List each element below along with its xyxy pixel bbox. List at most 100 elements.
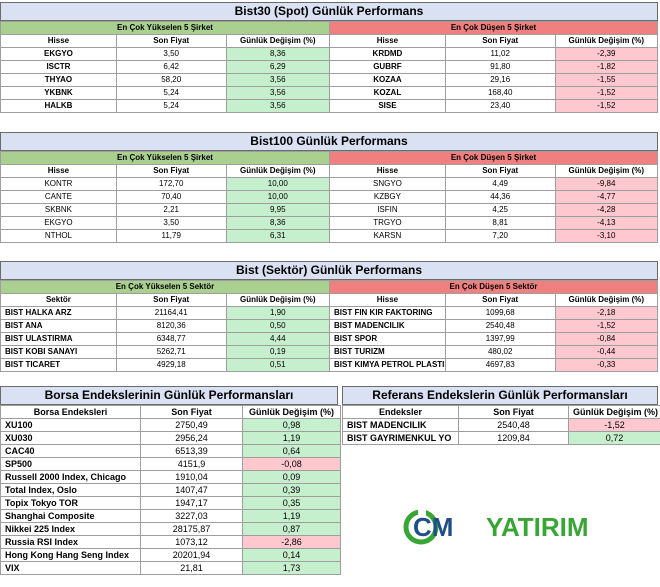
stock-name: BIST MADENCILIK: [329, 319, 446, 333]
table-row: BIST GAYRIMENKUL YO 1209,84 0,72: [342, 431, 660, 445]
index-change: 1,19: [242, 509, 341, 523]
stock-change: 8,36: [225, 216, 331, 230]
table-row: Hong Kong Hang Seng Index 20201,94 0,14: [0, 548, 341, 562]
stock-change: -9,84: [554, 177, 659, 191]
index-change: -1,52: [568, 418, 660, 432]
index-price: 2750,49: [140, 418, 243, 432]
table-row: ISCTR 6,42 6,29 GUBRF 91,80 -1,82: [0, 60, 659, 74]
column-header: Son Fiyat: [115, 34, 227, 48]
index-change: 0,64: [242, 444, 341, 458]
stock-price: 8120,36: [115, 319, 227, 333]
stock-name: BIST TURIZM: [329, 345, 446, 359]
table-row: XU030 2956,24 1,19: [0, 431, 341, 445]
index-name: XU030: [0, 431, 141, 445]
losers-label: En Çok Düşen 5 Şirket: [329, 151, 658, 165]
stock-name: TRGYO: [329, 216, 446, 230]
index-name: Russia RSI Index: [0, 535, 141, 549]
stock-change: 3,56: [225, 86, 331, 100]
stock-name: SNGYO: [329, 177, 446, 191]
stock-price: 6348,77: [115, 332, 227, 346]
index-change: 1,73: [242, 561, 341, 575]
stock-price: 172,70: [115, 177, 227, 191]
index-change: 0,87: [242, 522, 341, 536]
index-price: 1209,84: [458, 431, 569, 445]
index-name: Russell 2000 Index, Chicago: [0, 470, 141, 484]
column-header: Hisse: [0, 34, 117, 48]
table-row: Nikkei 225 Index 28175,87 0,87: [0, 522, 341, 536]
table-row: BIST HALKA ARZ 21164,41 1,90 BIST FIN KIR F…: [0, 306, 659, 320]
index-name: Hong Kong Hang Seng Index: [0, 548, 141, 562]
performance-section-1: Bist30 (Spot) Günlük Performans En Çok Yü…: [0, 2, 660, 113]
gcm-yatirim-logo: CM YATIRIM: [400, 505, 600, 550]
table-row: EKGYO 3,50 8,36 KRDMD 11,02 -2,39: [0, 47, 659, 61]
stock-change: -1,82: [554, 60, 659, 74]
column-header: Hisse: [329, 164, 446, 178]
stock-price: 70,40: [115, 190, 227, 204]
table-row: XU100 2750,49 0,98: [0, 418, 341, 432]
stock-name: BIST ANA: [0, 319, 117, 333]
index-name: BIST GAYRIMENKUL YO: [342, 431, 459, 445]
stock-change: 6,29: [225, 60, 331, 74]
stock-name: SISE: [329, 99, 446, 113]
index-price: 4151,9: [140, 457, 243, 471]
column-header: Günlük Değişim (%): [554, 293, 659, 307]
stock-price: 168,40: [444, 86, 556, 100]
index-name: Shanghai Composite: [0, 509, 141, 523]
table-row: Russia RSI Index 1073,12 -2,86: [0, 535, 341, 549]
index-price: 6513,39: [140, 444, 243, 458]
stock-change: -1,52: [554, 319, 659, 333]
gainers-label: En Çok Yükselen 5 Şirket: [0, 21, 330, 35]
stock-change: -1,55: [554, 73, 659, 87]
index-price: 21,81: [140, 561, 243, 575]
stock-price: 58,20: [115, 73, 227, 87]
stock-price: 44,36: [444, 190, 556, 204]
index-change: 0,09: [242, 470, 341, 484]
table-row: YKBNK 5,24 3,56 KOZAL 168,40 -1,52: [0, 86, 659, 100]
stock-change: 8,36: [225, 47, 331, 61]
stock-name: BIST ULASTIRMA: [0, 332, 117, 346]
index-name: Topix Tokyo TOR: [0, 496, 141, 510]
index-price: 1407,47: [140, 483, 243, 497]
stock-name: NTHOL: [0, 229, 117, 243]
stock-name: BIST KIMYA PETROL PLASTIK: [329, 358, 446, 372]
column-header: Son Fiyat: [115, 164, 227, 178]
stock-price: 11,02: [444, 47, 556, 61]
stock-price: 5,24: [115, 86, 227, 100]
column-header: Günlük Değişim (%): [568, 405, 660, 419]
table-row: BIST TICARET 4929,18 0,51 BIST KIMYA PETROL…: [0, 358, 659, 372]
borsa-endeksleri-section: Borsa Endekslerinin Günlük Performanslar…: [0, 386, 341, 575]
column-header: Hisse: [0, 164, 117, 178]
stock-name: BIST KOBI SANAYI: [0, 345, 117, 359]
svg-text:CM: CM: [413, 512, 453, 542]
stock-price: 29,16: [444, 73, 556, 87]
column-header: Borsa Endeksleri: [0, 405, 141, 419]
index-change: 0,14: [242, 548, 341, 562]
stock-name: SKBNK: [0, 203, 117, 217]
stock-name: BIST FIN KIR FAKTORING: [329, 306, 446, 320]
index-price: 1947,17: [140, 496, 243, 510]
index-name: CAC40: [0, 444, 141, 458]
stock-change: -4,13: [554, 216, 659, 230]
index-name: XU100: [0, 418, 141, 432]
column-header: Son Fiyat: [115, 293, 227, 307]
column-header: Son Fiyat: [458, 405, 569, 419]
stock-name: HALKB: [0, 99, 117, 113]
column-header: Son Fiyat: [444, 164, 556, 178]
stock-price: 5,24: [115, 99, 227, 113]
column-header: Günlük Değişim (%): [225, 164, 331, 178]
index-change: -0,08: [242, 457, 341, 471]
column-header: Endeksler: [342, 405, 459, 419]
stock-change: -2,39: [554, 47, 659, 61]
stock-name: BIST TICARET: [0, 358, 117, 372]
stock-name: ISFIN: [329, 203, 446, 217]
column-header: Günlük Değişim (%): [554, 34, 659, 48]
index-change: 0,98: [242, 418, 341, 432]
table-row: THYAO 58,20 3,56 KOZAA 29,16 -1,55: [0, 73, 659, 87]
referans-endeksleri-section: Referans Endekslerin Günlük Performansla…: [342, 386, 660, 445]
table-row: BIST KOBI SANAYI 5262,71 0,19 BIST TURIZM 48…: [0, 345, 659, 359]
index-price: 2956,24: [140, 431, 243, 445]
stock-change: -4,28: [554, 203, 659, 217]
stock-price: 4697,83: [444, 358, 556, 372]
section-title: Borsa Endekslerinin Günlük Performanslar…: [0, 386, 338, 405]
stock-price: 2540,48: [444, 319, 556, 333]
